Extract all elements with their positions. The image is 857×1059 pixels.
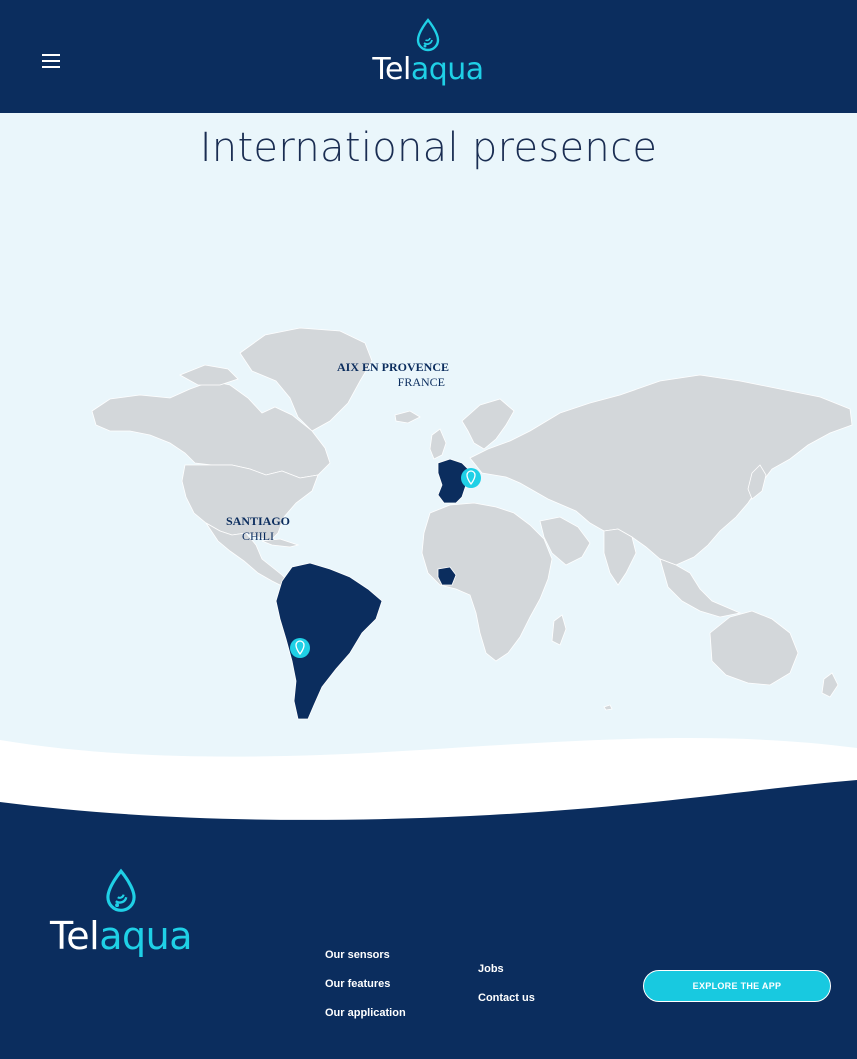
header-logo[interactable]: Telaqua: [360, 18, 496, 86]
map-southeast-asia: [659, 558, 742, 618]
location-country: FRANCE: [397, 375, 445, 389]
location-country: CHILI: [242, 529, 274, 543]
location-pin-icon: [461, 468, 481, 488]
water-drop-icon: [106, 868, 136, 912]
map-france-spain: [437, 458, 471, 504]
map-cote-divoire: [437, 566, 457, 586]
location-city: SANTIAGO: [225, 514, 290, 528]
explore-app-button[interactable]: EXPLORE THE APP: [643, 970, 831, 1002]
map-iceland: [394, 410, 421, 424]
map-africa: [421, 502, 553, 662]
map-india: [603, 528, 637, 586]
logo-text-tel: Tel: [50, 914, 100, 958]
map-madagascar: [551, 614, 567, 646]
location-label-chile: SANTIAGO CHILI: [226, 514, 290, 544]
hamburger-menu-icon[interactable]: [42, 54, 60, 68]
logo-text-aqua: aqua: [410, 52, 484, 87]
map-usa: [181, 464, 319, 542]
map-uk: [429, 428, 447, 460]
map-eurasia: [469, 374, 853, 566]
map-greenland: [239, 327, 373, 432]
footer-link-our-application[interactable]: Our application: [325, 1007, 406, 1019]
location-city: AIX EN PROVENCE: [336, 360, 449, 374]
map-arctic-islands: [179, 364, 239, 386]
map-japan: [747, 464, 767, 500]
footer-logo[interactable]: Telaqua: [44, 868, 198, 957]
map-australia: [709, 610, 799, 686]
site-footer: Telaqua Our sensors Our features Our app…: [0, 820, 857, 1059]
map-new-zealand: [821, 672, 839, 698]
location-label-france: AIX EN PROVENCE FRANCE: [337, 360, 449, 390]
site-header: Telaqua: [0, 0, 857, 113]
water-drop-icon: [416, 18, 440, 52]
logo-text-tel: Tel: [372, 52, 411, 87]
footer-link-contact-us[interactable]: Contact us: [478, 992, 535, 1004]
map-scandinavia: [461, 398, 515, 450]
location-pin-icon: [290, 638, 310, 658]
world-map: [91, 327, 853, 720]
page-title: International presence: [199, 125, 658, 171]
logo-text-aqua: aqua: [99, 914, 192, 958]
map-arabia: [539, 516, 591, 566]
international-presence-section: International presence: [0, 113, 857, 753]
footer-link-our-sensors[interactable]: Our sensors: [325, 949, 390, 961]
map-south-america: [275, 562, 383, 720]
footer-link-our-features[interactable]: Our features: [325, 978, 391, 990]
footer-link-jobs[interactable]: Jobs: [478, 963, 504, 975]
map-caribbean: [261, 538, 300, 548]
